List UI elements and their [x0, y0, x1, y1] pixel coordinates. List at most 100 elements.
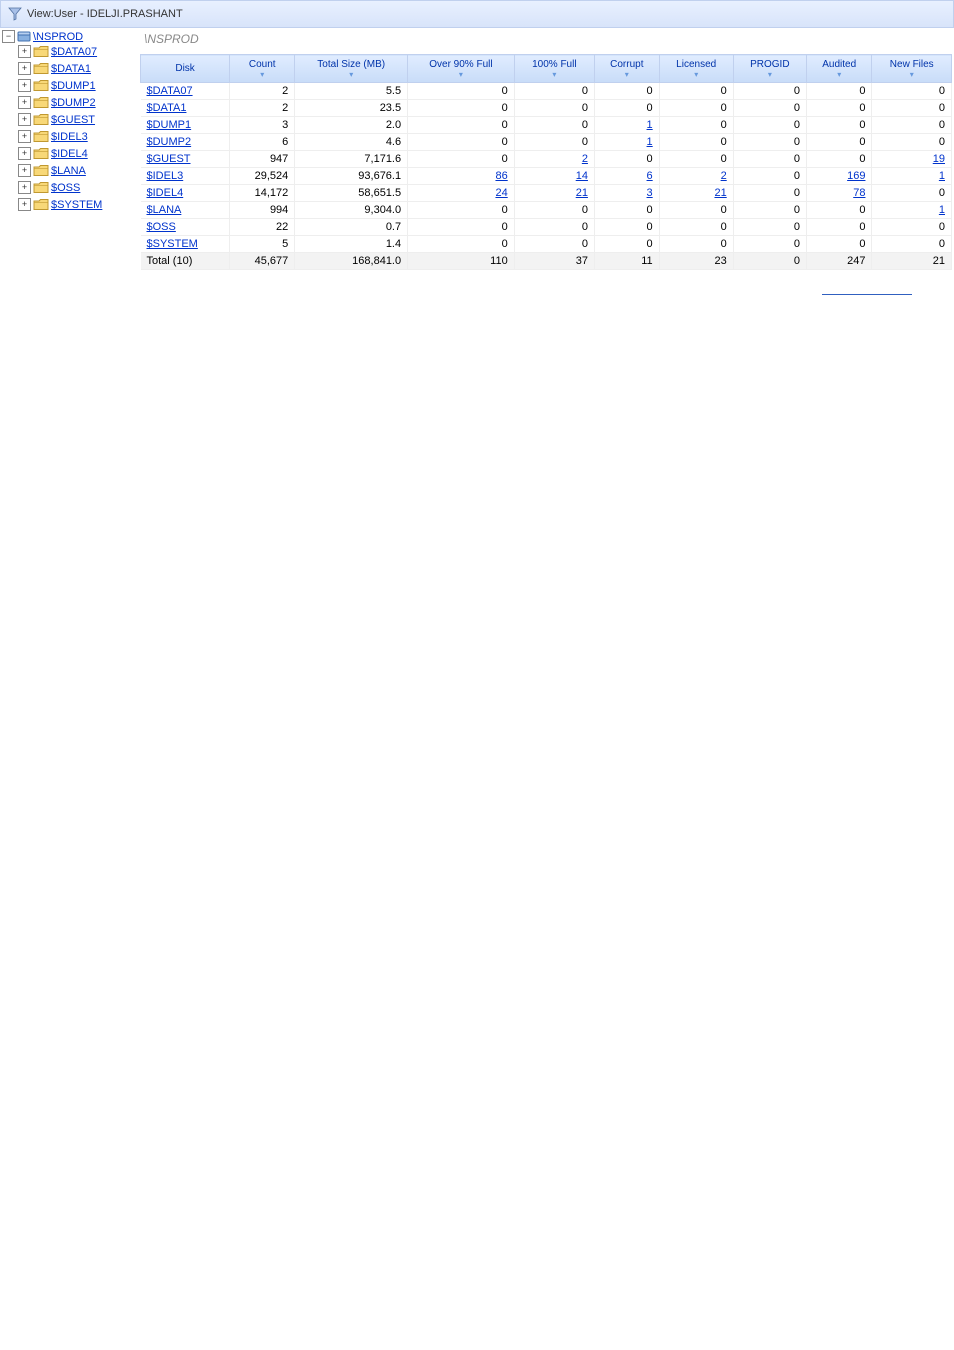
expand-icon[interactable]: + [18, 96, 31, 109]
column-header[interactable]: Count▾ [230, 55, 295, 83]
value-link[interactable]: 21 [714, 187, 726, 199]
expand-icon[interactable]: + [18, 45, 31, 58]
data-cell: 3 [230, 117, 295, 134]
footer-divider [140, 286, 952, 298]
value-link[interactable]: 1 [647, 136, 653, 148]
tree-node[interactable]: + $SYSTEM [18, 196, 132, 213]
tree-node[interactable]: + $LANA [18, 162, 132, 179]
total-cell: 23 [659, 253, 733, 270]
column-header[interactable]: New Files▾ [872, 55, 952, 83]
disk-cell: $DUMP2 [141, 134, 230, 151]
column-header[interactable]: 100% Full▾ [514, 55, 594, 83]
expand-icon[interactable]: + [18, 147, 31, 160]
disk-link[interactable]: $DUMP1 [147, 119, 192, 131]
data-cell: 22 [230, 219, 295, 236]
total-cell: 110 [408, 253, 515, 270]
disk-link[interactable]: $IDEL4 [147, 187, 184, 199]
tree-node-label[interactable]: $GUEST [51, 114, 95, 126]
value-link[interactable]: 14 [576, 170, 588, 182]
folder-icon [33, 164, 49, 177]
column-header[interactable]: Licensed▾ [659, 55, 733, 83]
data-cell: 0 [514, 100, 594, 117]
data-cell: 0 [408, 83, 515, 100]
disk-link[interactable]: $SYSTEM [147, 238, 198, 250]
disk-link[interactable]: $DATA07 [147, 85, 193, 97]
column-header[interactable]: PROGID▾ [733, 55, 806, 83]
expand-icon[interactable]: + [18, 181, 31, 194]
content-area: − \NSPROD +$DATA07+$DATA1+$DUMP1+$DUMP2+… [0, 28, 954, 298]
data-cell: 947 [230, 151, 295, 168]
data-cell: 0.7 [295, 219, 408, 236]
value-link[interactable]: 1 [939, 204, 945, 216]
data-cell: 0 [514, 202, 594, 219]
data-cell: 21 [514, 185, 594, 202]
tree-node[interactable]: + $DUMP1 [18, 77, 132, 94]
total-label-cell: Total (10) [141, 253, 230, 270]
value-link[interactable]: 86 [495, 170, 507, 182]
column-header[interactable]: Disk [141, 55, 230, 83]
value-link[interactable]: 1 [939, 170, 945, 182]
data-cell: 0 [806, 100, 872, 117]
tree-node-label[interactable]: $DATA07 [51, 46, 97, 58]
disk-link[interactable]: $IDEL3 [147, 170, 184, 182]
data-cell: 0 [659, 151, 733, 168]
expand-icon[interactable]: + [18, 62, 31, 75]
value-link[interactable]: 2 [582, 153, 588, 165]
tree-node[interactable]: + $GUEST [18, 111, 132, 128]
tree-node[interactable]: + $DATA1 [18, 60, 132, 77]
tree-node[interactable]: + $IDEL4 [18, 145, 132, 162]
tree-node-label[interactable]: $IDEL4 [51, 148, 88, 160]
disk-link[interactable]: $DUMP2 [147, 136, 192, 148]
tree-root-node[interactable]: − \NSPROD [2, 30, 132, 43]
value-link[interactable]: 2 [721, 170, 727, 182]
data-cell: 0 [408, 202, 515, 219]
disk-link[interactable]: $OSS [147, 221, 176, 233]
data-cell: 1 [872, 168, 952, 185]
disk-link[interactable]: $LANA [147, 204, 182, 216]
disk-link[interactable]: $DATA1 [147, 102, 187, 114]
tree-node[interactable]: + $IDEL3 [18, 128, 132, 145]
data-cell: 7,171.6 [295, 151, 408, 168]
tree-root-label[interactable]: \NSPROD [33, 31, 83, 43]
data-cell: 0 [733, 202, 806, 219]
folder-icon [33, 198, 49, 211]
expand-icon[interactable]: + [18, 130, 31, 143]
value-link[interactable]: 1 [647, 119, 653, 131]
column-header[interactable]: Over 90% Full▾ [408, 55, 515, 83]
expand-icon[interactable]: + [18, 164, 31, 177]
value-link[interactable]: 19 [933, 153, 945, 165]
value-link[interactable]: 3 [647, 187, 653, 199]
value-link[interactable]: 21 [576, 187, 588, 199]
tree-node-label[interactable]: $DUMP1 [51, 80, 96, 92]
tree-node[interactable]: + $DATA07 [18, 43, 132, 60]
tree-node-label[interactable]: $DUMP2 [51, 97, 96, 109]
value-link[interactable]: 169 [847, 170, 865, 182]
column-header[interactable]: Total Size (MB)▾ [295, 55, 408, 83]
folder-icon [33, 62, 49, 75]
data-cell: 0 [594, 100, 659, 117]
column-header[interactable]: Corrupt▾ [594, 55, 659, 83]
value-link[interactable]: 24 [495, 187, 507, 199]
tree-node-label[interactable]: $DATA1 [51, 63, 91, 75]
tree-node-label[interactable]: $LANA [51, 165, 86, 177]
tree-node-label[interactable]: $OSS [51, 182, 80, 194]
expand-icon[interactable]: + [18, 198, 31, 211]
folder-icon [33, 181, 49, 194]
tree-node[interactable]: + $OSS [18, 179, 132, 196]
value-link[interactable]: 6 [647, 170, 653, 182]
data-cell: 5 [230, 236, 295, 253]
expand-icon[interactable]: + [18, 79, 31, 92]
disk-cell: $DATA1 [141, 100, 230, 117]
data-cell: 0 [408, 151, 515, 168]
collapse-icon[interactable]: − [2, 30, 15, 43]
column-header[interactable]: Audited▾ [806, 55, 872, 83]
expand-icon[interactable]: + [18, 113, 31, 126]
tree-node-label[interactable]: $SYSTEM [51, 199, 102, 211]
system-icon [17, 31, 31, 43]
disk-link[interactable]: $GUEST [147, 153, 191, 165]
value-link[interactable]: 78 [853, 187, 865, 199]
tree-node[interactable]: + $DUMP2 [18, 94, 132, 111]
data-cell: 0 [408, 236, 515, 253]
total-cell: 37 [514, 253, 594, 270]
tree-node-label[interactable]: $IDEL3 [51, 131, 88, 143]
